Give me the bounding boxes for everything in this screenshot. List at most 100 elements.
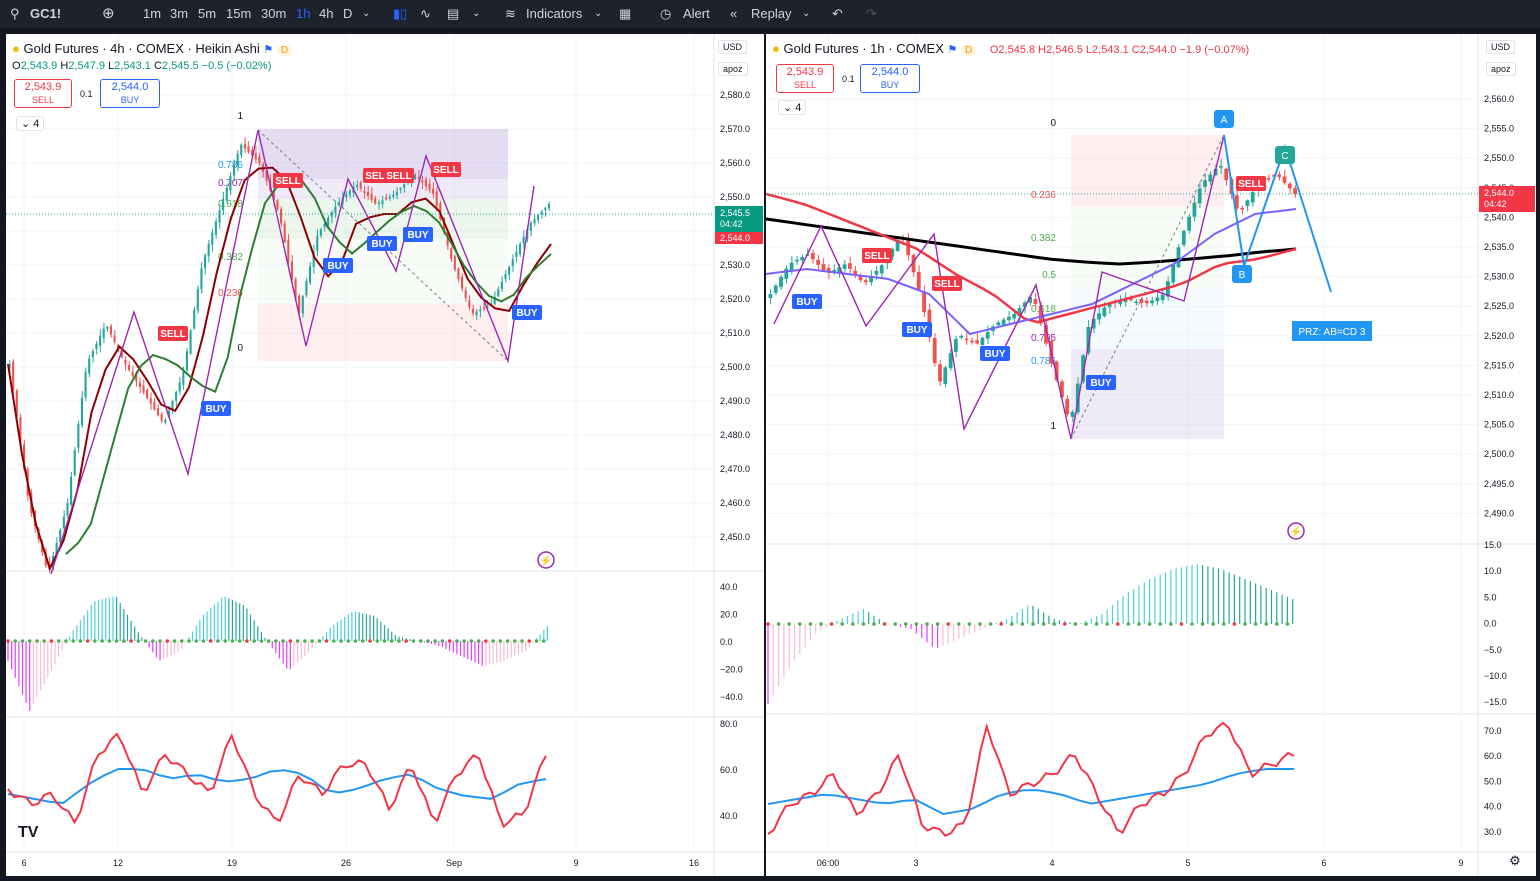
squeeze-dot <box>440 639 445 643</box>
left-chart-pane[interactable]: 2,580.02,570.02,560.02,550.02,540.02,530… <box>6 34 764 876</box>
layout-icon[interactable]: ▦ <box>619 6 632 21</box>
indicators-dropdown-icon[interactable]: ⌄ <box>594 8 603 19</box>
candle-body <box>1102 307 1107 317</box>
candle-body <box>1287 183 1292 189</box>
sell-button[interactable]: 2,543.9 SELL <box>14 79 72 108</box>
signal-label: SELL <box>934 279 960 290</box>
squeeze-dot <box>404 639 409 643</box>
signal-badge <box>1086 375 1116 390</box>
symbol-search[interactable]: GC1! <box>30 6 62 21</box>
price-tick-label: 2,480.0 <box>720 430 750 440</box>
alert-icon[interactable]: ◷ <box>660 6 672 21</box>
candle-body <box>821 264 826 271</box>
squeeze-dot <box>1041 622 1046 626</box>
squeeze-dot <box>339 639 343 643</box>
fib-level-label: 0 <box>1050 118 1056 129</box>
replay-button[interactable]: Replay <box>751 6 792 21</box>
flag-icon: ⚑ <box>263 44 274 56</box>
candle-body <box>421 180 424 183</box>
delayed-badge[interactable]: D <box>276 45 293 56</box>
squeeze-dot <box>1179 622 1184 626</box>
harmonic-pattern-line <box>1223 134 1332 293</box>
delayed-badge[interactable]: D <box>961 45 977 56</box>
indicators-collapse[interactable]: ⌄ 4 <box>778 100 807 115</box>
candle-body <box>1081 355 1085 382</box>
candle-body <box>537 215 540 220</box>
interval-5m[interactable]: 5m <box>198 6 217 21</box>
interval-15m[interactable]: 15m <box>226 6 252 21</box>
scale-mode-select[interactable]: apoz <box>1486 62 1516 76</box>
candle-body <box>1070 411 1075 417</box>
price-tick-label: 2,555.0 <box>1484 124 1514 134</box>
moving-average-line <box>766 208 1297 336</box>
squeeze-dot <box>1169 622 1173 626</box>
candle-body <box>518 244 522 255</box>
add-symbol-icon[interactable]: ⊕ <box>102 5 115 22</box>
redo-icon[interactable]: ↷ <box>866 6 877 21</box>
interval-3m[interactable]: 3m <box>170 6 189 21</box>
currency-select[interactable]: USD <box>718 40 748 54</box>
undo-icon[interactable]: ↶ <box>832 6 843 21</box>
buy-button[interactable]: 2,544.0 BUY <box>100 79 160 108</box>
price-tick-label: 2,520.0 <box>720 294 750 304</box>
replay-dropdown-icon[interactable]: ⌄ <box>802 8 811 19</box>
search-icon[interactable]: ⚲ <box>10 6 20 21</box>
indicators-icon[interactable]: ≋ <box>505 6 516 21</box>
macd-tick-label: 5.0 <box>1484 592 1497 602</box>
candle-body <box>789 262 794 271</box>
interval-d[interactable]: D <box>343 6 353 21</box>
candle-body <box>77 424 80 448</box>
squeeze-dot <box>882 622 887 626</box>
candle-body <box>779 277 783 288</box>
candle-body <box>816 259 820 265</box>
interval-30m[interactable]: 30m <box>261 6 287 21</box>
moving-average-line <box>65 174 552 555</box>
time-tick-label: 4 <box>1049 858 1054 868</box>
left-title[interactable]: Gold Futures · 4h · COMEX · Heikin Ashi <box>23 41 260 56</box>
signal-label: BUY <box>984 349 1005 360</box>
buy-button[interactable]: 2,544.0 BUY <box>860 64 920 93</box>
squeeze-dot <box>914 622 919 626</box>
squeeze-dot <box>872 622 876 626</box>
candle-body <box>547 204 550 209</box>
bars-icon[interactable]: ▤ <box>447 6 460 21</box>
candle-body <box>95 343 98 349</box>
line-chart-icon[interactable]: ∿ <box>420 6 431 21</box>
candles-icon[interactable]: ▮▯ <box>393 6 408 21</box>
sell-button[interactable]: 2,543.9 SELL <box>776 64 834 93</box>
right-chart-pane[interactable]: 2,560.02,555.02,550.02,545.02,540.02,535… <box>766 34 1536 876</box>
candle-body <box>258 156 261 164</box>
replay-icon[interactable]: « <box>730 6 738 21</box>
interval-1m[interactable]: 1m <box>143 6 162 21</box>
candle-body <box>138 382 141 387</box>
candle-body <box>316 236 319 251</box>
currency-select[interactable]: USD <box>1486 40 1516 54</box>
candle-body <box>493 296 496 304</box>
candle-body <box>471 308 474 314</box>
squeeze-dot <box>861 622 866 626</box>
interval-4h[interactable]: 4h <box>319 6 334 21</box>
right-chart-canvas[interactable]: 2,560.02,555.02,550.02,545.02,540.02,535… <box>766 34 1536 876</box>
candle-body <box>911 255 916 273</box>
indicators-collapse[interactable]: ⌄ 4 <box>16 116 45 131</box>
candle-body <box>399 188 402 190</box>
candle-body <box>308 266 312 283</box>
left-chart-canvas[interactable]: 2,580.02,570.02,560.02,550.02,540.02,530… <box>6 34 764 876</box>
right-title[interactable]: Gold Futures · 1h · COMEX <box>783 41 944 56</box>
squeeze-dot <box>201 639 206 643</box>
alert-button[interactable]: Alert <box>683 6 710 21</box>
candle-body <box>160 414 163 421</box>
candle-body <box>922 291 926 313</box>
candle-body <box>149 398 152 404</box>
candle-body <box>1208 174 1213 182</box>
chart-type-dropdown-icon[interactable]: ⌄ <box>472 8 481 19</box>
fibonacci-zone <box>258 304 508 361</box>
interval-dropdown-icon[interactable]: ⌄ <box>362 8 371 19</box>
candle-body <box>874 270 879 275</box>
scale-mode-select[interactable]: apoz <box>718 62 748 76</box>
interval-1h[interactable]: 1h <box>296 6 311 21</box>
candle-body <box>464 290 467 298</box>
time-tick-label: 3 <box>913 858 918 868</box>
time-tick-label: 19 <box>227 858 237 868</box>
indicators-button[interactable]: Indicators <box>526 6 583 21</box>
